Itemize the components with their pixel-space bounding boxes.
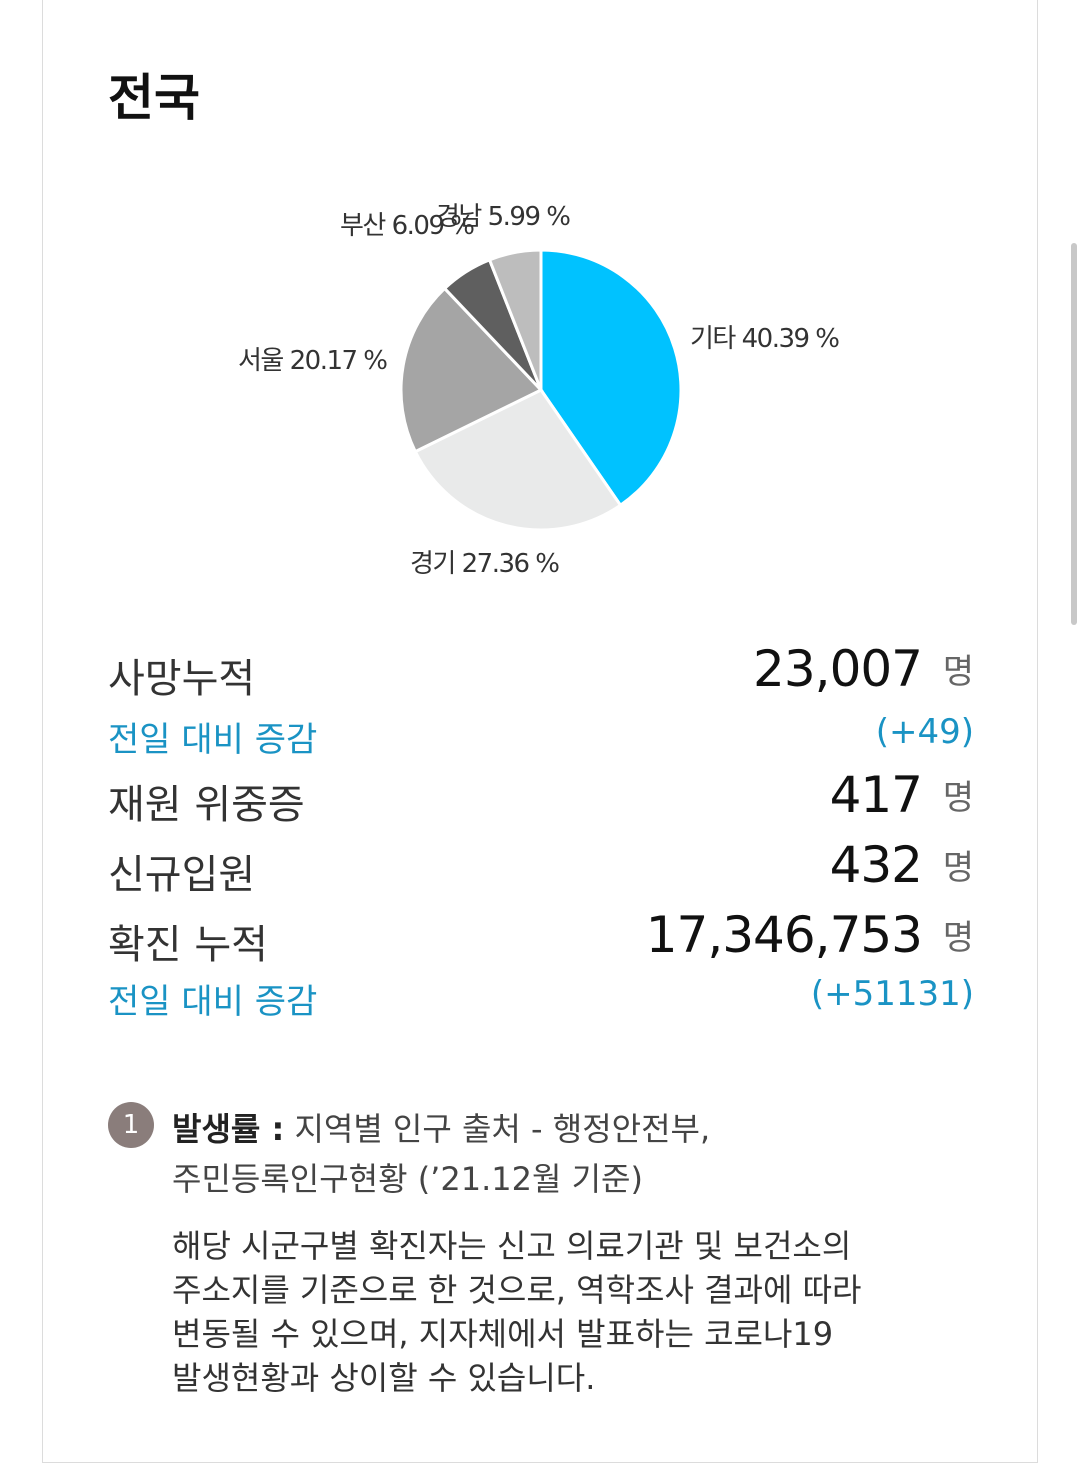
- stat-confirmed: 확진 누적 17,346,753 명: [108, 906, 974, 968]
- stat-critical: 재원 위중증 417 명: [108, 766, 974, 828]
- page-title: 전국: [108, 69, 200, 127]
- footnote-badge: 1: [108, 1102, 154, 1148]
- stat-confirmed-value: 17,346,753: [645, 906, 923, 964]
- footnote-text-1: 지역별 인구 출처 - 행정안전부,: [284, 1110, 711, 1148]
- deaths-delta-label: 전일 대비 증감: [108, 720, 318, 760]
- stats-card: [42, 0, 1038, 1463]
- disclaimer-line: 주소지를 기준으로 한 것으로, 역학조사 결과에 따라: [172, 1271, 862, 1309]
- scrollbar[interactable]: [1071, 243, 1077, 625]
- pie-slice-4: [487, 248, 543, 391]
- stat-deaths-value: 23,007: [753, 640, 923, 698]
- stat-deaths-unit: 명: [942, 652, 974, 692]
- stat-admissions-label: 신규입원: [108, 852, 256, 898]
- footnote-line-1: 발생률 : 지역별 인구 출처 - 행정안전부,: [172, 1104, 710, 1150]
- pie-label-other: 기타 40.39 %: [690, 324, 840, 354]
- stat-deaths: 사망누적 23,007 명: [108, 640, 974, 702]
- pie-slice-1: [413, 388, 623, 532]
- stat-admissions-value: 432: [829, 836, 923, 894]
- pie-chart: [399, 248, 683, 532]
- disclaimer: 해당 시군구별 확진자는 신고 의료기관 및 보건소의 주소지를 기준으로 한 …: [172, 1224, 972, 1400]
- stat-admissions: 신규입원 432 명: [108, 836, 974, 898]
- stat-deaths-delta: 전일 대비 증감 (+49): [108, 712, 974, 760]
- confirmed-delta-label: 전일 대비 증감: [108, 982, 318, 1022]
- pie-slice-0: [539, 248, 683, 508]
- pie-label-busan: 부산 6.09 %: [340, 211, 475, 241]
- pie-label-gyeonggi: 경기 27.36 %: [410, 549, 560, 579]
- stat-critical-label: 재원 위중증: [108, 782, 305, 828]
- deaths-delta-value: (+49): [875, 712, 974, 752]
- stat-admissions-unit: 명: [942, 848, 974, 888]
- pie-label-gyeongnam: 경남 5.99 %: [436, 202, 571, 232]
- stat-deaths-label: 사망누적: [108, 656, 256, 702]
- stat-confirmed-unit: 명: [942, 918, 974, 958]
- pie-label-seoul: 서울 20.17 %: [238, 346, 388, 376]
- stat-critical-value: 417: [829, 766, 923, 824]
- footnote-line-2: 주민등록인구현황 (’21.12월 기준): [172, 1160, 643, 1198]
- stat-confirmed-delta: 전일 대비 증감 (+51131): [108, 974, 974, 1022]
- stat-confirmed-label: 확진 누적: [108, 922, 268, 968]
- disclaimer-line: 변동될 수 있으며, 지자체에서 발표하는 코로나19: [172, 1315, 834, 1353]
- stat-critical-unit: 명: [942, 778, 974, 818]
- pie-slice-2: [399, 286, 544, 454]
- footnote-bold: 발생률 :: [172, 1110, 285, 1148]
- disclaimer-line: 발생현황과 상이할 수 있습니다.: [172, 1359, 596, 1397]
- disclaimer-line: 해당 시군구별 확진자는 신고 의료기관 및 보건소의: [172, 1227, 852, 1265]
- confirmed-delta-value: (+51131): [810, 974, 974, 1014]
